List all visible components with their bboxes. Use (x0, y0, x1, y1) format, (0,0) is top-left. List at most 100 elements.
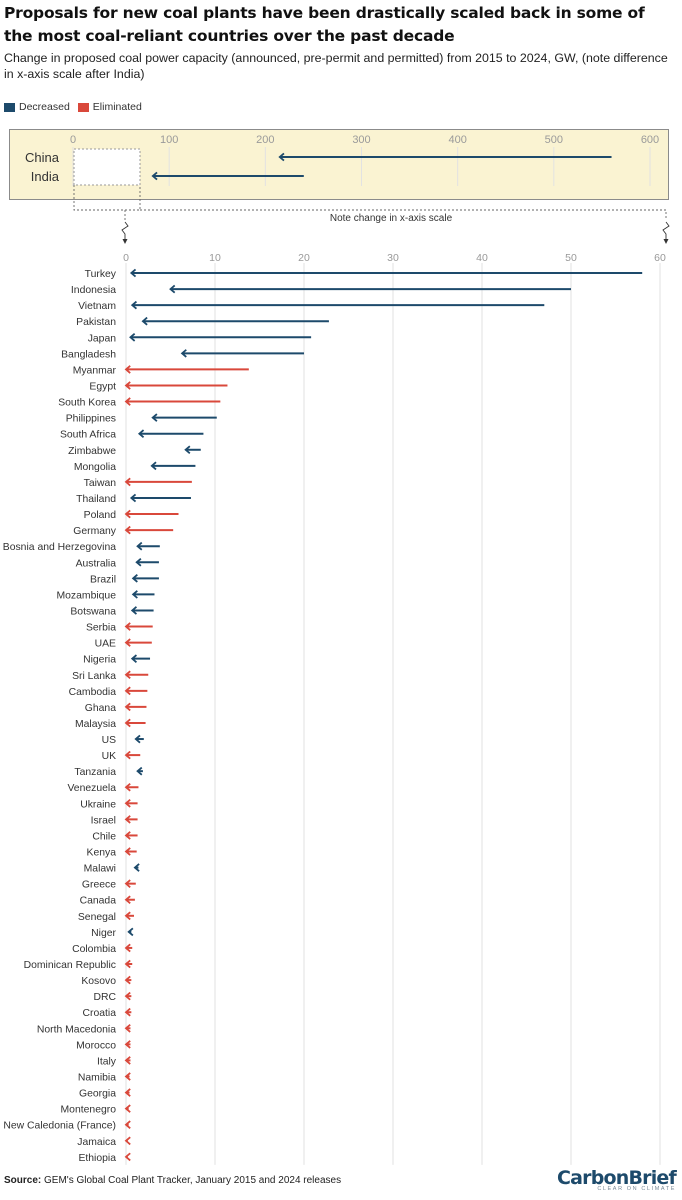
arrow-pakistan-head (141, 316, 148, 326)
arrow-indonesia-head (169, 284, 176, 294)
row-label-georgia: Georgia (79, 1089, 116, 1100)
arrow-south-africa (137, 429, 204, 438)
row-label-chile: Chile (92, 831, 116, 842)
axis-break-left (121, 221, 129, 240)
axis-break-arrow-left (122, 239, 128, 244)
row-label-bangladesh: Bangladesh (61, 349, 116, 360)
arrow-bangladesh-head (180, 349, 187, 358)
legend-label-eliminated: Eliminated (92, 101, 142, 113)
arrow-germany-head (124, 525, 131, 535)
arrow-australia (135, 557, 159, 567)
arrow-georgia-head (124, 1088, 131, 1097)
row-label-kosovo: Kosovo (81, 976, 116, 987)
arrow-canada-head (124, 895, 131, 905)
row-label-israel: Israel (91, 815, 116, 826)
row-label-taiwan: Taiwan (84, 478, 117, 489)
arrow-egypt (124, 381, 228, 390)
arrow-ukraine-head (124, 799, 131, 808)
arrow-brazil (131, 574, 159, 583)
arrow-jamaica (124, 1136, 131, 1146)
main-tick-label-10: 10 (209, 252, 221, 264)
arrow-serbia-head (124, 622, 131, 631)
scale-note: Note change in x-axis scale (330, 213, 453, 224)
arrow-montenegro (124, 1104, 131, 1113)
scale-note-connector (140, 209, 667, 218)
row-label-montenegro: Montenegro (61, 1105, 117, 1116)
arrow-colombia-head (124, 943, 131, 953)
arrow-greece-head (124, 879, 131, 888)
arrow-uk (124, 750, 141, 760)
row-label-malaysia: Malaysia (75, 719, 116, 730)
arrow-new-caledonia-france (124, 1120, 131, 1129)
arrow-bosnia-and-herzegovina (136, 541, 160, 551)
main-tick-label-20: 20 (298, 252, 310, 264)
row-label-bosnia-and-herzegovina: Bosnia and Herzegovina (3, 542, 116, 553)
arrow-myanmar-head (124, 365, 131, 374)
brand-logo: CarbonBrief CLEAR ON CLIMATE (557, 1168, 677, 1192)
arrow-thailand (129, 493, 191, 503)
arrow-niger (127, 927, 134, 937)
arrow-kosovo (124, 975, 132, 985)
arrow-dominican-republic (124, 959, 133, 969)
arrow-italy-head (124, 1056, 131, 1065)
arrow-bosnia-and-herzegovina-head (136, 541, 143, 551)
arrow-turkey (129, 268, 643, 278)
legend-swatch-decreased (4, 102, 15, 112)
row-label-ghana: Ghana (85, 703, 116, 714)
arrow-colombia (124, 943, 133, 953)
inset-arrow-india-head (151, 171, 158, 181)
row-label-turkey: Turkey (85, 269, 117, 280)
main-tick-label-0: 0 (123, 252, 129, 264)
row-label-vietnam: Vietnam (78, 301, 116, 312)
arrow-bangladesh (180, 349, 304, 358)
row-label-serbia: Serbia (86, 623, 116, 634)
arrow-uae-head (124, 638, 131, 647)
chart-title: Proposals for new coal plants have been … (4, 4, 645, 45)
legend-item-eliminated: Eliminated (77, 101, 142, 113)
arrow-poland-head (124, 509, 131, 519)
arrow-senegal-head (124, 911, 131, 921)
arrow-georgia (124, 1088, 131, 1097)
arrow-australia-head (135, 557, 142, 567)
arrow-egypt-head (124, 381, 131, 390)
arrow-drc-head (124, 991, 131, 1001)
row-label-mozambique: Mozambique (57, 590, 117, 601)
arrow-turkey-head (129, 268, 137, 278)
row-label-malawi: Malawi (84, 864, 116, 875)
inset-tick-label-500: 500 (545, 134, 563, 146)
row-label-egypt: Egypt (89, 381, 116, 392)
arrow-cambodia (124, 686, 148, 696)
arrow-namibia (124, 1072, 131, 1081)
arrow-drc (124, 991, 132, 1001)
inset-zoom-box (73, 148, 141, 186)
arrow-serbia (124, 622, 153, 631)
arrow-malaysia (124, 718, 146, 728)
arrow-greece (124, 879, 136, 888)
row-label-venezuela: Venezuela (67, 783, 116, 794)
row-label-morocco: Morocco (76, 1040, 116, 1051)
row-label-uk: UK (102, 751, 117, 762)
axis-break-arrow-right (663, 239, 669, 244)
arrow-mozambique (131, 590, 155, 599)
arrow-ukraine (124, 799, 138, 808)
row-label-mongolia: Mongolia (74, 462, 116, 473)
inset-row-label-india: India (31, 169, 60, 184)
legend-label-decreased: Decreased (19, 101, 70, 113)
row-label-nigeria: Nigeria (83, 655, 116, 666)
row-label-poland: Poland (84, 510, 117, 521)
arrow-south-korea (124, 397, 221, 406)
row-label-colombia: Colombia (72, 944, 116, 955)
arrow-mongolia (150, 461, 196, 471)
arrow-taiwan (124, 477, 192, 487)
arrow-vietnam (130, 300, 545, 310)
arrow-kosovo-head (124, 975, 131, 985)
arrow-pakistan (141, 316, 329, 326)
inset-tick-label-600: 600 (641, 134, 659, 146)
arrow-nigeria-head (130, 654, 138, 663)
row-label-drc: DRC (93, 992, 116, 1003)
arrow-sri-lanka (124, 670, 149, 680)
arrow-malawi (133, 863, 140, 872)
arrow-israel (124, 815, 138, 824)
chart-subtitle: Change in proposed coal power capacity (… (4, 51, 668, 81)
row-label-south-africa: South Africa (60, 430, 116, 441)
